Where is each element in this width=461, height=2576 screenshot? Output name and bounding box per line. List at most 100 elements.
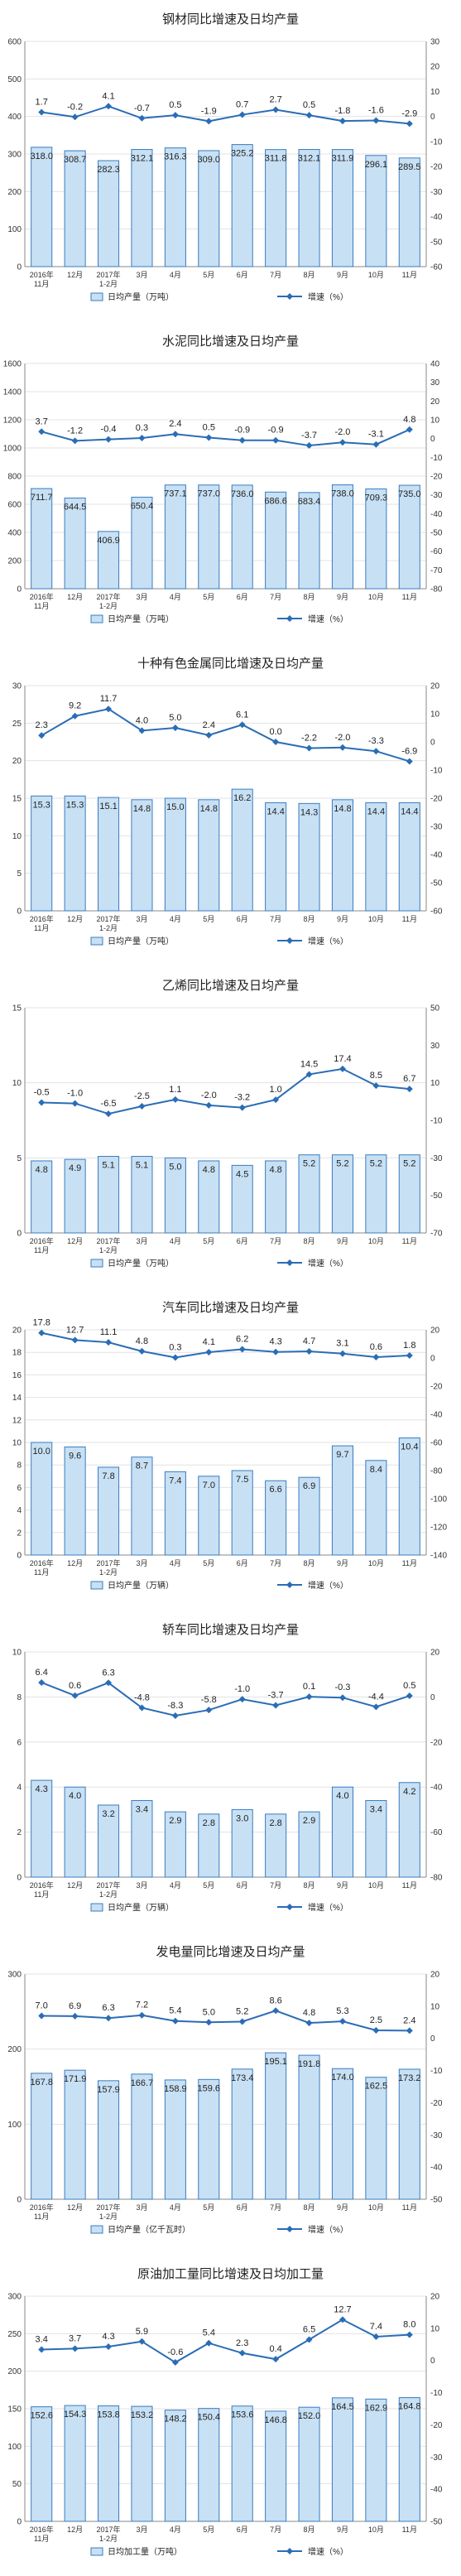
y2-tick-label: 20: [430, 1327, 440, 1336]
y2-tick-label: -40: [430, 2486, 443, 2495]
bar-value-label: 5.2: [370, 1159, 382, 1169]
y2-tick-label: -20: [430, 1738, 443, 1747]
bar-value-label: 2.9: [303, 1816, 315, 1826]
bar-value-label: 282.3: [97, 165, 120, 175]
bar: [64, 1158, 86, 1234]
line-value-label: -2.9: [401, 108, 417, 118]
line-point: [406, 1351, 413, 1359]
bar-value-label: 5.0: [169, 1162, 181, 1172]
bar-value-label: 162.9: [365, 2403, 388, 2413]
bar-value-label: 9.7: [336, 1450, 348, 1460]
bar: [131, 149, 153, 267]
bar-value-label: 738.0: [331, 489, 354, 499]
line-point: [372, 1082, 380, 1090]
x-tick-label: 9月: [337, 593, 348, 601]
y-tick-label: 10: [12, 832, 22, 841]
y-tick-label: 100: [7, 225, 22, 234]
x-tick-label: 7月: [270, 1559, 281, 1567]
line-point: [138, 114, 146, 122]
legend-line-label: 增速（%）: [308, 2224, 348, 2235]
bar: [98, 1156, 120, 1234]
legend-bar-swatch: [90, 1259, 103, 1268]
line-value-label: 0.4: [269, 2344, 281, 2354]
bar: [398, 2397, 420, 2522]
legend-line-marker: [286, 1259, 293, 1266]
x-tick-label: 3月: [136, 2203, 147, 2212]
bar-value-label: 4.3: [36, 1784, 48, 1794]
y-tick-label: 4: [17, 1506, 22, 1515]
line-value-label: -1.8: [334, 106, 350, 116]
line-point: [71, 2345, 79, 2352]
y-tick-label: 25: [12, 720, 22, 729]
x-tick-label: 9月: [337, 915, 348, 923]
legend-line-label: 增速（%）: [308, 1580, 348, 1591]
bar: [365, 1460, 387, 1556]
y2-tick-label: 20: [430, 1649, 440, 1658]
chart-panel: 轿车同比增速及日均产量 0 2 4 6 8 10 -80 -60 -40 -20 0 20 4.3 4.0 3…: [0, 1611, 461, 1932]
line-value-label: 5.4: [203, 2328, 215, 2338]
y2-tick-label: -30: [430, 491, 443, 500]
bar: [98, 531, 120, 590]
y2-tick-label: -20: [430, 1383, 443, 1392]
x-tick-label: 12月: [67, 593, 83, 601]
x-tick-label: 1-2月: [99, 602, 118, 610]
y2-tick-label: 10: [430, 416, 440, 426]
line-point: [105, 1110, 113, 1118]
y2-tick-label: -50: [430, 529, 443, 538]
line-value-label: 2.4: [403, 2015, 415, 2025]
y2-tick-label: -60: [430, 908, 443, 917]
y2-tick-label: -20: [430, 473, 443, 482]
line-point: [372, 748, 380, 755]
line-point: [205, 2019, 213, 2026]
line-point: [238, 111, 246, 118]
bar-value-label: 7.4: [169, 1476, 181, 1485]
bar: [265, 491, 287, 590]
x-tick-label: 2017年: [97, 1880, 121, 1890]
bar-value-label: 289.5: [398, 162, 421, 172]
y2-tick-label: -20: [430, 163, 443, 172]
chart-panel: 水泥同比增速及日均产量 0 200 400 600 800 1000 1200 1400 1600…: [0, 322, 461, 643]
line-point: [305, 112, 313, 119]
y-tick-label: 0: [17, 2518, 22, 2527]
line-value-label: 0.5: [403, 1681, 415, 1691]
bar-value-label: 736.0: [231, 489, 254, 499]
chart-svg: 轿车同比增速及日均产量 0 2 4 6 8 10 -80 -60 -40 -20 0 20 4.3 4.0 3…: [12, 1623, 443, 1913]
x-tick-label: 2016年: [30, 1558, 54, 1567]
bar-value-label: 154.3: [64, 2410, 87, 2420]
bar-value-label: 14.8: [133, 804, 151, 814]
line-value-label: 7.0: [36, 2001, 48, 2011]
x-tick-label: 3月: [136, 271, 147, 279]
chart-svg: 钢材同比增速及日均产量0100200300400500600-60-50-40-…: [7, 12, 443, 302]
line-value-label: -1.0: [234, 1684, 250, 1694]
y-tick-label: 300: [7, 2293, 22, 2302]
line-point: [171, 431, 179, 438]
x-tick-label: 8月: [304, 271, 315, 279]
line-point: [38, 732, 46, 739]
y2-tick-label: -140: [430, 1552, 447, 1561]
line-point: [71, 712, 79, 720]
bar: [331, 799, 353, 912]
y-tick-label: 18: [12, 1349, 22, 1358]
bar: [131, 1457, 153, 1556]
bar: [164, 2410, 186, 2522]
y2-tick-label: 0: [430, 2034, 435, 2044]
y-tick-label: 0: [17, 2196, 22, 2205]
line-point: [138, 2338, 146, 2345]
y-tick-label: 10: [12, 1439, 22, 1448]
x-tick-label: 4月: [170, 1559, 181, 1567]
bar-value-label: 14.4: [367, 807, 385, 816]
x-tick-label: 1-2月: [99, 1246, 118, 1254]
bar-value-label: 153.2: [131, 2410, 154, 2420]
line-value-label: -1.0: [67, 1089, 83, 1099]
legend-bar-label: 日均产量（万吨）: [108, 1258, 174, 1269]
y-tick-label: 2: [17, 1529, 22, 1538]
y2-tick-label: -40: [430, 213, 443, 222]
line-value-label: 4.3: [102, 2332, 114, 2342]
bar-value-label: 686.6: [264, 496, 287, 506]
x-tick-label: 10月: [368, 271, 384, 279]
bar: [365, 1154, 387, 1234]
line-value-label: -0.9: [268, 426, 284, 436]
bar-value-label: 711.7: [31, 493, 53, 503]
bar-value-label: 5.2: [336, 1159, 348, 1169]
y-tick-label: 10: [12, 1649, 22, 1658]
